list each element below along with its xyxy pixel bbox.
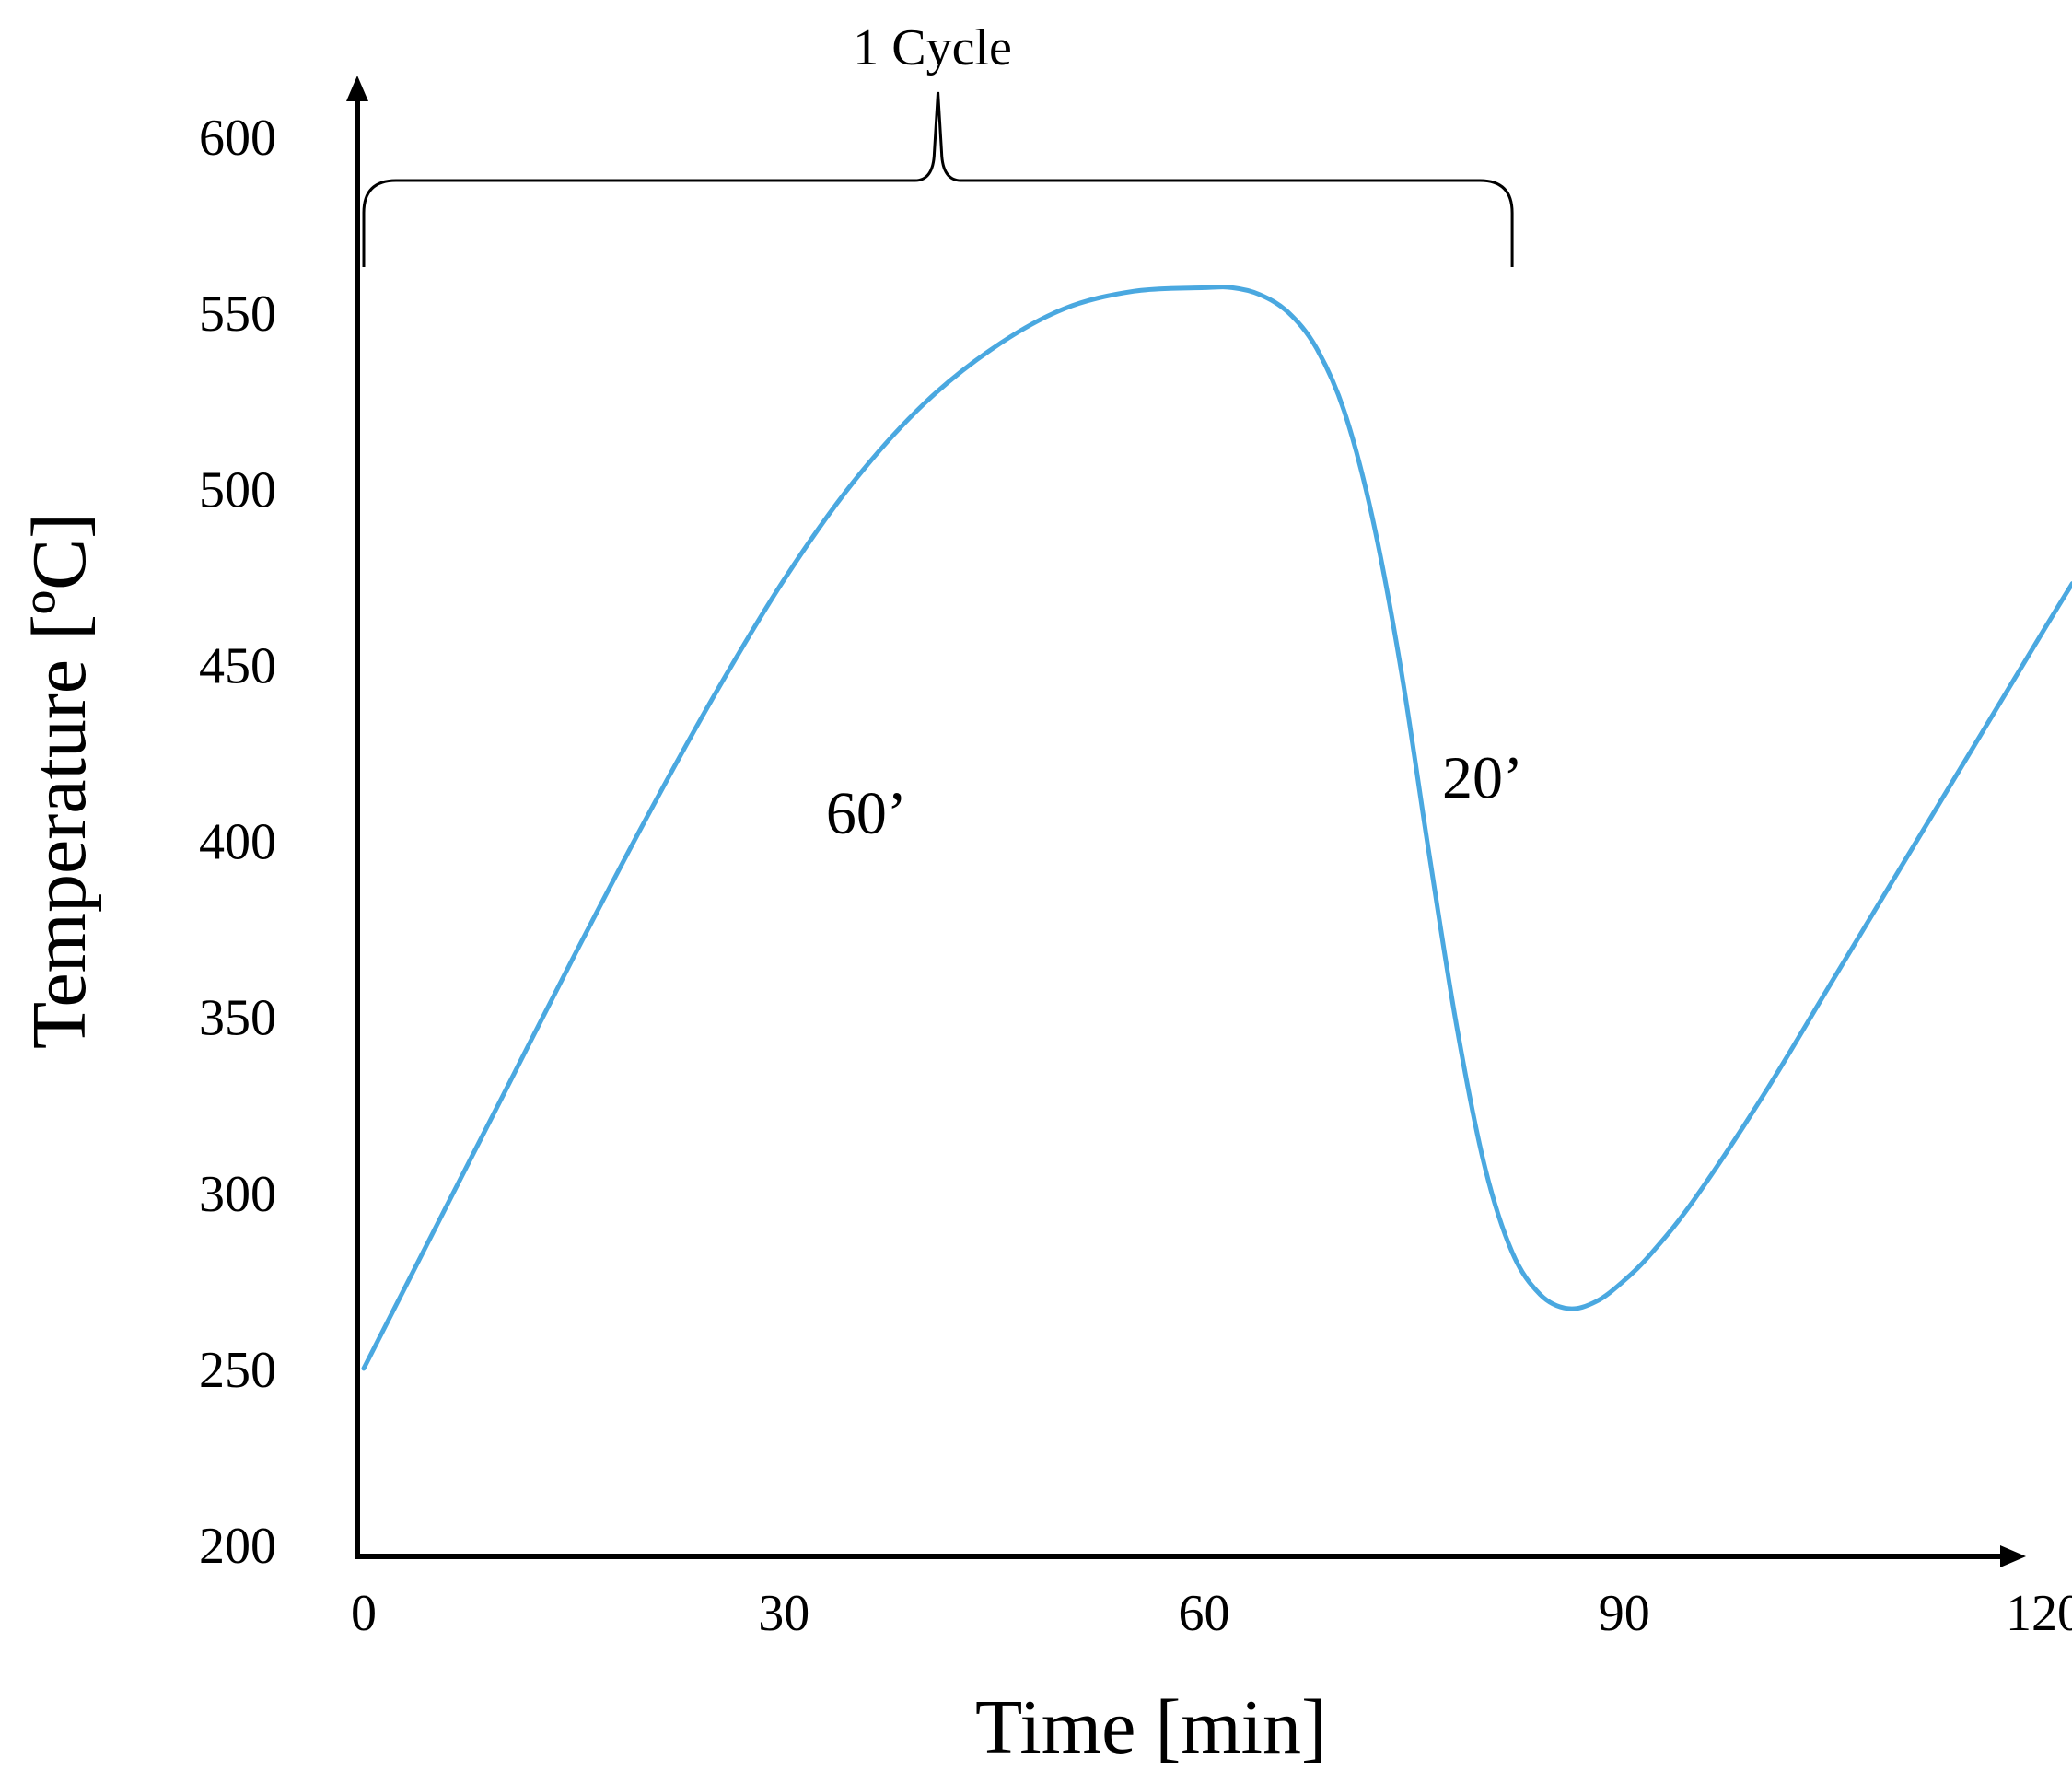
x-tick-labels: 0 30 60 90 120 bbox=[351, 1585, 2072, 1642]
temperature-series-line bbox=[361, 285, 2072, 1371]
y-tick-label: 550 bbox=[199, 285, 276, 343]
x-tick-label: 0 bbox=[351, 1585, 377, 1642]
y-tick-label: 250 bbox=[199, 1342, 276, 1399]
y-tick-labels: 200 250 300 350 400 450 500 550 600 bbox=[199, 110, 276, 1575]
segment-duration-label: 60’ bbox=[826, 780, 907, 847]
y-axis-arrow bbox=[346, 76, 368, 101]
y-tick-label: 300 bbox=[199, 1166, 276, 1223]
y-axis-title: Temperature [ºC] bbox=[17, 513, 102, 1049]
x-tick-label: 120 bbox=[2006, 1585, 2072, 1642]
cycle-brace-label: 1 Cycle bbox=[853, 19, 1012, 76]
cycle-brace bbox=[362, 91, 1514, 267]
y-tick-label: 400 bbox=[199, 814, 276, 871]
x-tick-label: 60 bbox=[1179, 1585, 1230, 1642]
y-tick-label: 500 bbox=[199, 461, 276, 518]
segment-duration-label: 20’ bbox=[1442, 745, 1523, 812]
x-tick-label: 30 bbox=[758, 1585, 809, 1642]
y-tick-label: 200 bbox=[199, 1518, 276, 1575]
x-axis-title: Time [min] bbox=[975, 1684, 1327, 1770]
annotations: 60’ 20’ bbox=[826, 745, 1523, 847]
x-tick-label: 90 bbox=[1599, 1585, 1650, 1642]
y-tick-label: 450 bbox=[199, 637, 276, 694]
x-axis-arrow bbox=[2000, 1545, 2026, 1567]
y-tick-label: 350 bbox=[199, 990, 276, 1047]
series-group bbox=[361, 285, 2072, 1371]
y-tick-label: 600 bbox=[199, 110, 276, 167]
